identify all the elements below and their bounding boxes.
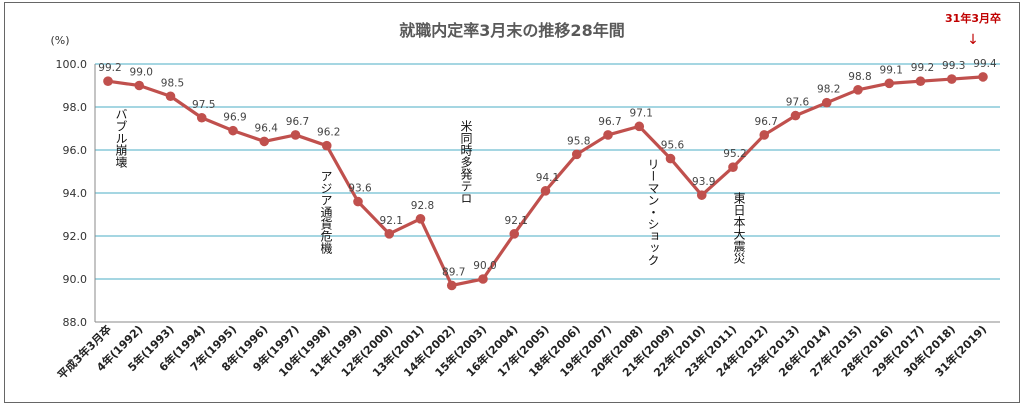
event-annotation: リーマン・ショック xyxy=(646,158,660,266)
data-label: 96.9 xyxy=(223,112,246,124)
data-label: 97.6 xyxy=(786,97,810,109)
y-tick-label: 98.0 xyxy=(63,101,88,114)
data-point xyxy=(540,186,551,196)
data-label: 99.1 xyxy=(880,64,903,76)
data-label: 89.7 xyxy=(442,266,465,278)
data-point xyxy=(603,130,613,140)
data-label: 99.2 xyxy=(98,62,121,74)
data-point xyxy=(321,140,332,151)
data-label: 99.3 xyxy=(942,60,965,72)
data-point xyxy=(759,130,770,140)
data-label: 94.1 xyxy=(536,172,559,184)
data-label: 98.2 xyxy=(817,84,840,96)
data-point xyxy=(165,91,176,102)
callout-arrow: ↓ xyxy=(967,32,979,48)
data-label: 99.0 xyxy=(130,67,153,79)
data-point xyxy=(228,125,238,136)
data-point xyxy=(290,130,301,140)
data-label: 92.8 xyxy=(411,200,434,212)
data-label: 99.4 xyxy=(973,58,997,70)
data-point xyxy=(853,85,863,95)
data-point xyxy=(728,162,738,172)
data-point xyxy=(196,112,207,123)
data-point xyxy=(665,153,676,164)
data-label: 92.1 xyxy=(505,215,528,227)
data-label: 90.0 xyxy=(473,260,496,272)
data-point xyxy=(571,149,582,160)
data-label: 95.6 xyxy=(661,140,685,152)
callout-label: 31年3月卒 xyxy=(945,11,1001,25)
data-label: 93.9 xyxy=(692,176,715,188)
data-point xyxy=(415,214,426,224)
y-tick-label: 96.0 xyxy=(63,144,88,157)
data-point xyxy=(478,274,488,284)
data-point xyxy=(696,190,707,200)
y-tick-label: 100.0 xyxy=(56,58,88,71)
y-axis-unit: (%) xyxy=(50,34,69,47)
data-point xyxy=(978,72,988,82)
event-annotation: 東日本大震災 xyxy=(732,192,746,264)
y-axis-ticks: 88.0 90.0 92.0 94.0 96.0 98.0 100.0 xyxy=(56,58,88,329)
data-point xyxy=(353,196,363,207)
data-point xyxy=(384,229,395,239)
data-labels: 99.2 99.0 98.5 97.5 96.9 96.4 96.7 96.2 93.6 92.1… xyxy=(98,58,997,279)
data-label: 92.1 xyxy=(380,215,403,227)
series-line xyxy=(103,72,988,291)
data-point xyxy=(884,78,895,89)
x-axis-ticks: 平成3年3月卒4年(1992)5年(1993)6年(1994)7年(1995)8… xyxy=(55,322,990,382)
event-annotation: 米同時多発テロ xyxy=(459,120,473,204)
data-point xyxy=(259,136,270,147)
y-tick-label: 94.0 xyxy=(63,187,88,200)
data-point xyxy=(790,110,801,121)
data-label: 96.7 xyxy=(755,116,778,128)
event-annotation: アジア通貨危機 xyxy=(319,170,333,254)
y-tick-label: 92.0 xyxy=(63,230,88,243)
event-annotation: バブル崩壊 xyxy=(114,108,128,169)
x-tick-label: 平成3年3月卒 xyxy=(55,322,115,382)
chart-frame xyxy=(4,2,1020,403)
data-label: 99.2 xyxy=(911,62,934,74)
data-label: 95.8 xyxy=(567,135,590,147)
y-tick-label: 90.0 xyxy=(63,273,88,286)
data-label: 96.4 xyxy=(255,122,279,134)
data-point xyxy=(634,121,645,132)
data-point xyxy=(134,80,145,91)
data-point xyxy=(509,229,520,239)
data-label: 97.5 xyxy=(192,99,215,111)
data-point xyxy=(446,280,457,291)
chart-title: 就職内定率3月末の推移28年間 xyxy=(399,21,624,40)
data-label: 93.6 xyxy=(348,183,372,195)
latest-callout: 31年3月卒 ↓ xyxy=(945,11,1001,48)
data-label: 97.1 xyxy=(630,107,653,119)
grid-lines xyxy=(94,63,1000,323)
data-label: 96.2 xyxy=(317,127,340,139)
data-label: 98.5 xyxy=(161,77,184,89)
data-label: 96.7 xyxy=(286,116,309,128)
y-tick-label: 88.0 xyxy=(63,316,88,329)
data-point xyxy=(946,74,957,84)
data-label: 96.7 xyxy=(598,116,621,128)
data-label: 98.8 xyxy=(848,71,871,83)
data-label: 95.2 xyxy=(723,148,746,160)
data-point xyxy=(821,97,832,108)
data-point xyxy=(103,76,113,86)
data-point xyxy=(915,76,926,86)
